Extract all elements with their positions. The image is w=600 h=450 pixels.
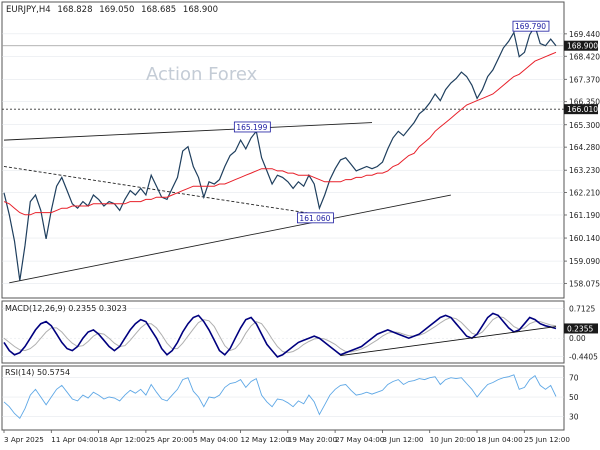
- high-value: 169.050: [99, 5, 134, 15]
- price-y-tick-label: 160.140: [569, 234, 600, 243]
- close-value: 168.900: [183, 5, 218, 15]
- rsi-grid: [2, 377, 564, 417]
- macd-y-tick-label: -0.4405: [569, 352, 598, 361]
- rsi-line: [3, 374, 557, 420]
- price-y-tick-label: 169.440: [569, 30, 600, 39]
- macd-y-tick-label: 0.7125: [569, 305, 595, 314]
- rsi-panel: RSI(14) 50.5754 70 50 30: [1, 365, 579, 431]
- price-tag-label: 168.900: [567, 42, 598, 51]
- price-y-tick-label: 168.420: [569, 52, 600, 61]
- price-annotation-box: [297, 212, 334, 224]
- price-annotation-label: 161.060: [299, 214, 330, 223]
- price-panel: Action Forex EURJPY,H4 168.828 169.050 1…: [1, 1, 600, 299]
- price-y-axis: 158.075 159.090 160.140 161.190 162.210 163.2…: [564, 30, 600, 288]
- rsi-y-tick-label: 70: [569, 374, 579, 383]
- price-tag-box: [564, 104, 598, 115]
- chart-header: EURJPY,H4 168.828 169.050 168.685 168.90…: [6, 5, 218, 15]
- x-tick-label: 27 May 04:00: [335, 435, 385, 444]
- trendline: [3, 166, 320, 216]
- price-annotation-label: 169.790: [515, 22, 546, 31]
- price-y-tick-label: 159.090: [569, 257, 600, 266]
- symbol-label: EURJPY,H4: [6, 5, 51, 15]
- macd-line: [3, 312, 557, 358]
- x-tick-label: 3 Apr 2025: [4, 435, 44, 444]
- rsi-y-axis: 70 50 30: [569, 374, 579, 422]
- price-grid: [2, 33, 564, 284]
- x-tick-label: 11 Apr 04:00: [51, 435, 98, 444]
- macd-value-tag-box: [564, 323, 598, 334]
- macd-panel: MACD(12,26,9) 0.2355 0.3023 0.7125 0.00 -0…: [1, 300, 598, 364]
- price-annotations: 169.790 165.199 161.060: [233, 20, 550, 224]
- x-tick-label: 5 May 04:00: [193, 435, 238, 444]
- rsi-title: RSI(14) 50.5754: [5, 368, 70, 377]
- low-value: 168.685: [141, 5, 176, 15]
- price-y-tick-label: 162.210: [569, 189, 600, 198]
- price-tag-box: [564, 40, 598, 51]
- price-y-tick-label: 166.350: [569, 98, 600, 107]
- x-tick-label: 12 May 12:00: [241, 435, 291, 444]
- x-tick-label: 25 Jun 12:00: [524, 435, 570, 444]
- price-y-tick-label: 164.280: [569, 143, 600, 152]
- price-tag-label: 166.010: [567, 105, 598, 114]
- price-y-tick-label: 167.370: [569, 75, 600, 84]
- price-annotation-box: [233, 121, 271, 133]
- x-tick-label: 3 Jun 12:00: [382, 435, 424, 444]
- x-tick-label: 25 Apr 20:00: [146, 435, 193, 444]
- open-value: 168.828: [57, 5, 92, 15]
- macd-y-axis: 0.7125 0.00 -0.4405 0.2355: [564, 305, 598, 361]
- x-tick-label: 10 Jun 20:00: [430, 435, 476, 444]
- macd-title: MACD(12,26,9) 0.2355 0.3023: [5, 304, 127, 313]
- price-y-tick-label: 161.190: [569, 211, 600, 220]
- rsi-y-tick-label: 50: [569, 393, 579, 402]
- price-y-tick-label: 158.075: [569, 279, 600, 288]
- trendline: [9, 194, 451, 284]
- watermark: Action Forex: [146, 64, 258, 85]
- price-series-line: [3, 24, 557, 281]
- macd-y-tick-label: 0.00: [569, 334, 586, 343]
- price-panel-frame: [1, 1, 565, 299]
- x-tick-label: 19 May 20:00: [288, 435, 338, 444]
- price-trendlines: [3, 122, 451, 284]
- x-tick-label: 18 Jun 04:00: [477, 435, 523, 444]
- rsi-y-tick-label: 30: [569, 412, 579, 421]
- price-annotation-box: [512, 20, 550, 32]
- x-tick-label: 18 Apr 12:00: [99, 435, 146, 444]
- macd-signal-line: [3, 316, 557, 354]
- price-y-tick-label: 163.230: [569, 166, 600, 175]
- price-y-tick-label: 165.300: [569, 121, 600, 130]
- macd-trendline: [340, 326, 557, 357]
- rsi-panel-frame: [1, 365, 565, 431]
- trendline: [3, 122, 373, 141]
- moving-average-line: [3, 51, 557, 216]
- macd-value-tag-label: 0.2355: [567, 324, 593, 333]
- price-annotation-label: 165.199: [236, 123, 267, 132]
- time-x-axis: 3 Apr 2025 11 Apr 04:00 18 Apr 12:00 25 Apr…: [3, 430, 570, 444]
